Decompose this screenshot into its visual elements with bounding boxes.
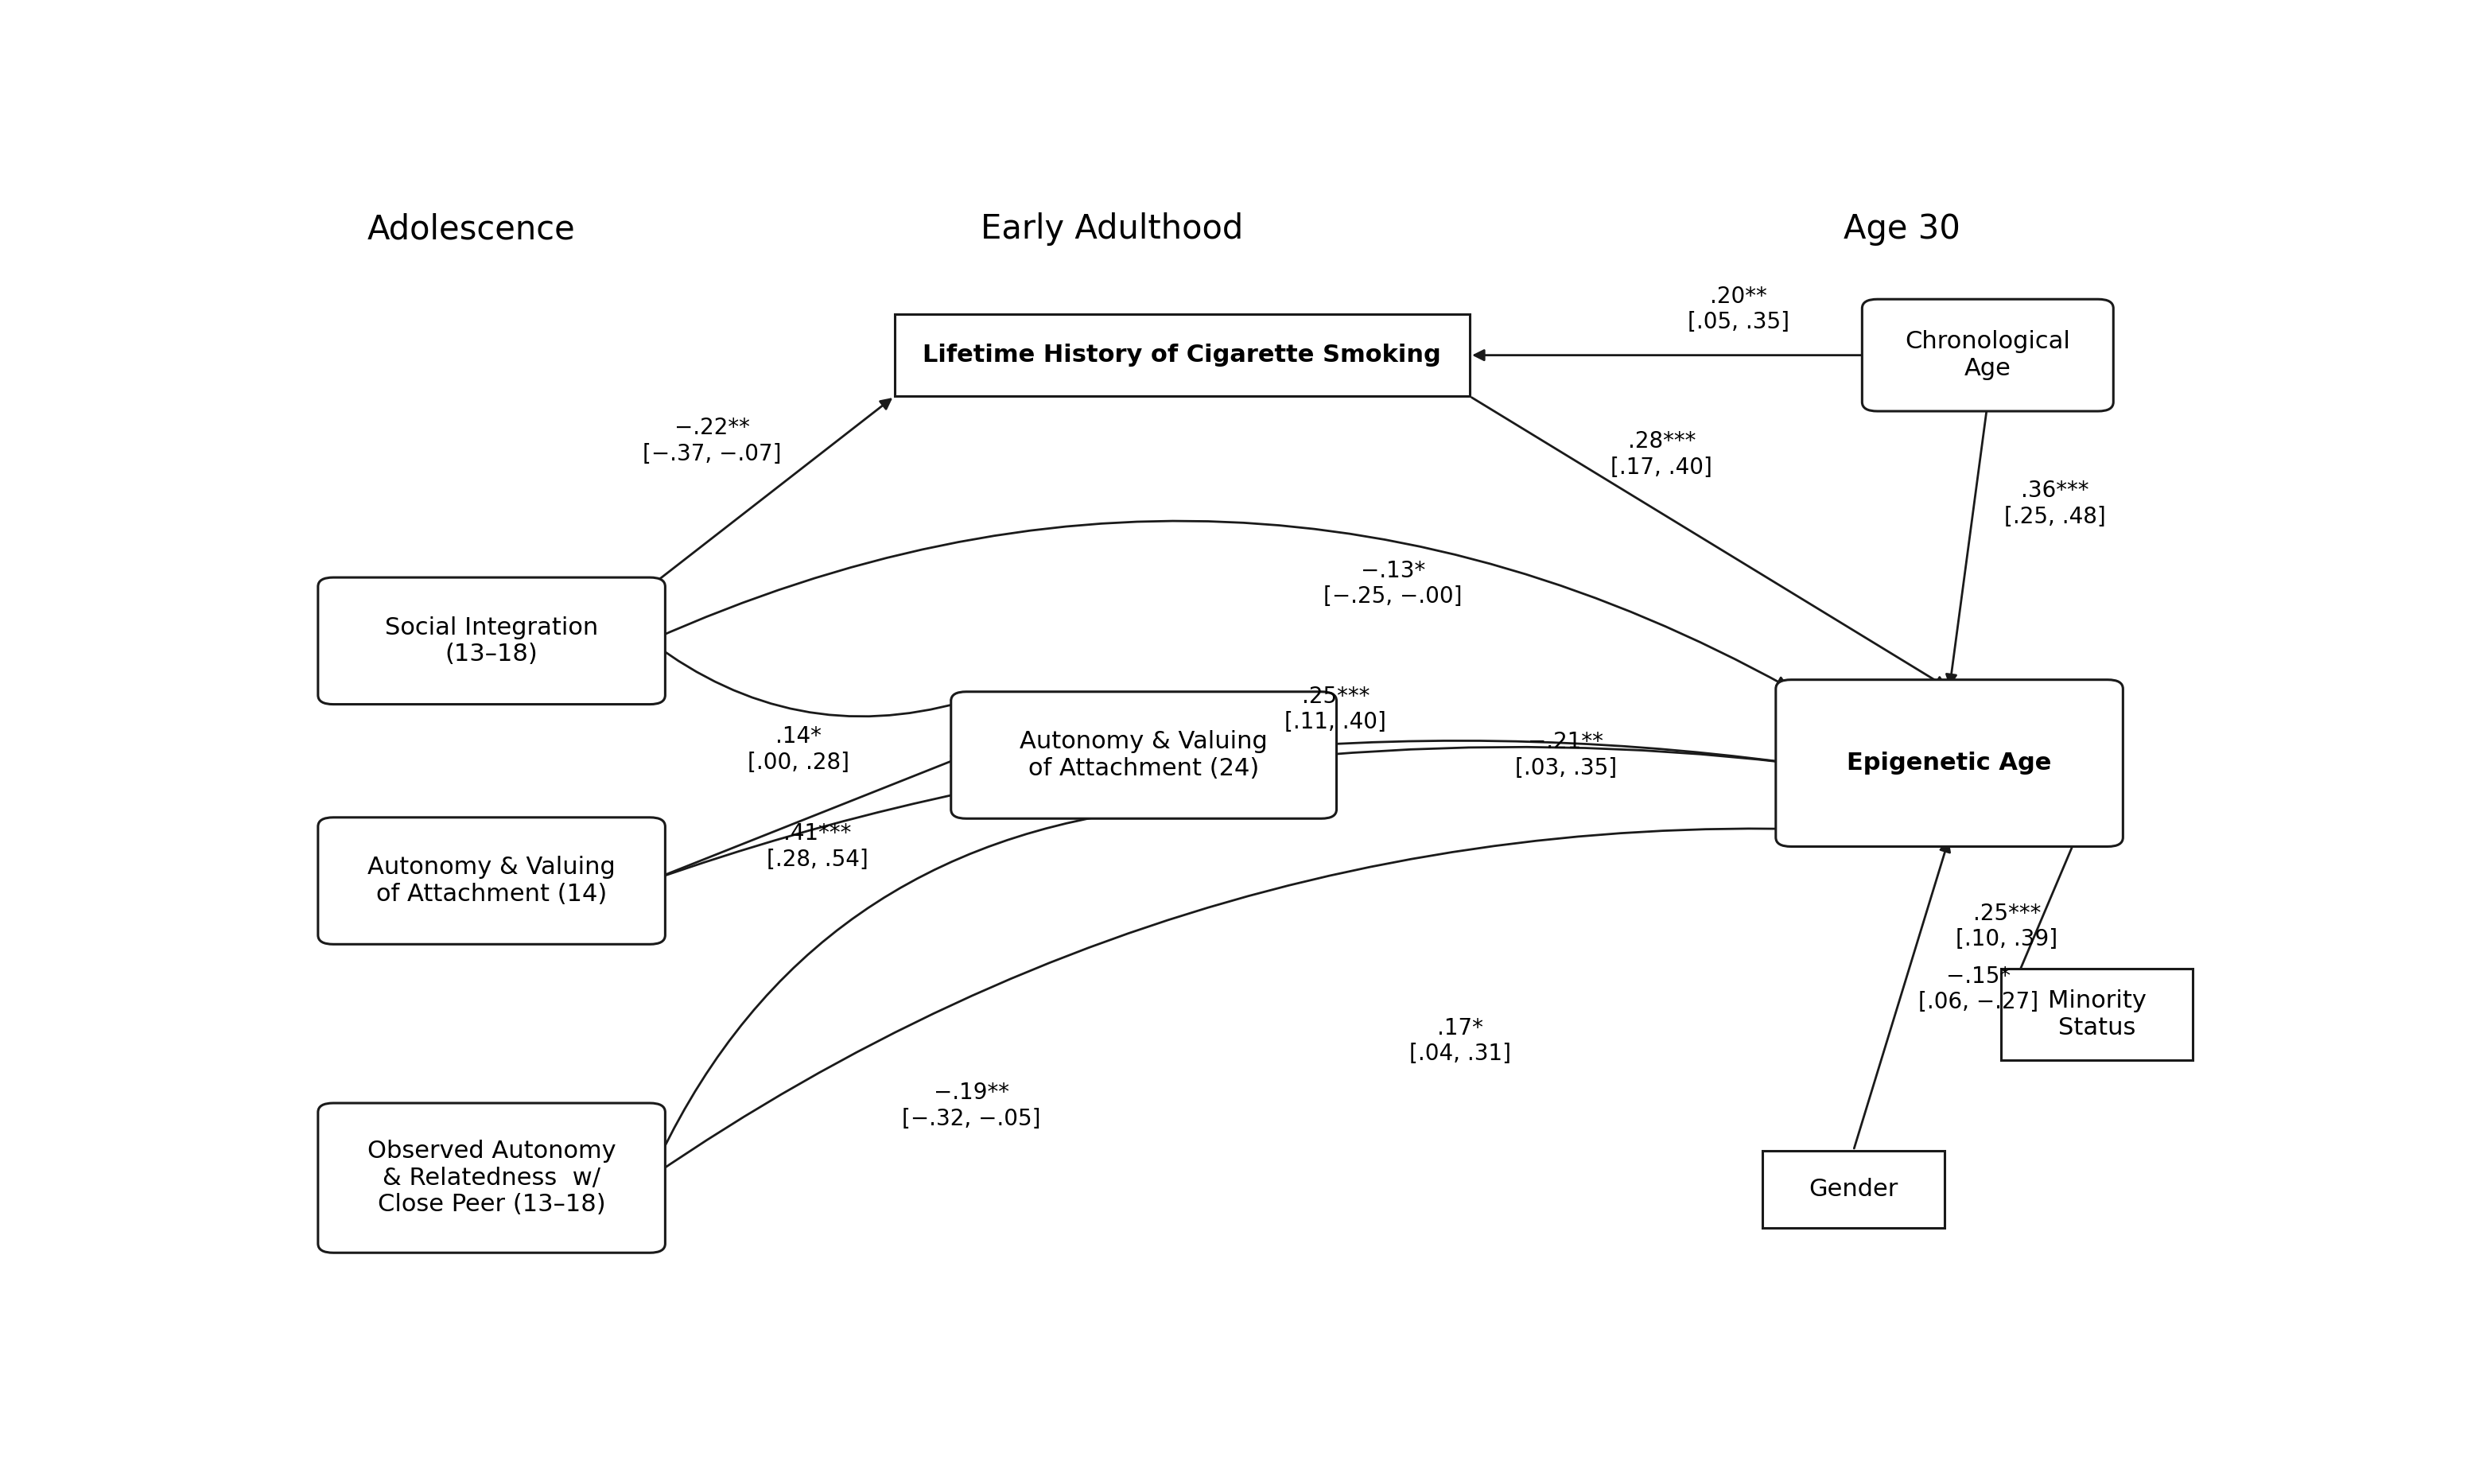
- Text: −.15*
[.06, −.27]: −.15* [.06, −.27]: [1918, 966, 2039, 1014]
- Text: Gender: Gender: [1809, 1178, 1898, 1201]
- FancyBboxPatch shape: [317, 818, 666, 944]
- Text: Lifetime History of Cigarette Smoking: Lifetime History of Cigarette Smoking: [923, 344, 1440, 367]
- Text: .28***
[.17, .40]: .28*** [.17, .40]: [1611, 430, 1713, 479]
- Text: −.13*
[−.25, −.00]: −.13* [−.25, −.00]: [1324, 559, 1463, 608]
- Text: Epigenetic Age: Epigenetic Age: [1846, 751, 2052, 775]
- Text: Early Adulthood: Early Adulthood: [980, 212, 1242, 246]
- FancyBboxPatch shape: [2002, 969, 2193, 1060]
- Text: .25***
[.10, .39]: .25*** [.10, .39]: [1955, 902, 2057, 951]
- Text: Observed Autonomy
& Relatedness  w/
Close Peer (13–18): Observed Autonomy & Relatedness w/ Close…: [366, 1140, 616, 1217]
- FancyBboxPatch shape: [950, 692, 1336, 819]
- Text: Chronological
Age: Chronological Age: [1906, 331, 2072, 380]
- FancyBboxPatch shape: [1762, 1150, 1945, 1229]
- FancyBboxPatch shape: [1775, 680, 2124, 846]
- Text: Social Integration
(13–18): Social Integration (13–18): [386, 616, 599, 666]
- Text: .36***
[.25, .48]: .36*** [.25, .48]: [2005, 479, 2106, 528]
- Text: Age 30: Age 30: [1844, 212, 1960, 246]
- Text: Minority
Status: Minority Status: [2047, 990, 2146, 1039]
- Text: .14*
[.00, .28]: .14* [.00, .28]: [747, 726, 849, 773]
- Text: −.19**
[−.32, −.05]: −.19** [−.32, −.05]: [901, 1082, 1040, 1129]
- Text: .41***
[.28, .54]: .41*** [.28, .54]: [767, 822, 869, 871]
- FancyBboxPatch shape: [893, 315, 1470, 396]
- Text: −.22**
[−.37, −.07]: −.22** [−.37, −.07]: [644, 417, 782, 464]
- FancyBboxPatch shape: [317, 1103, 666, 1252]
- Text: .17*
[.04, .31]: .17* [.04, .31]: [1408, 1017, 1512, 1066]
- Text: .20**
[.05, .35]: .20** [.05, .35]: [1688, 285, 1789, 334]
- FancyBboxPatch shape: [1861, 300, 2114, 411]
- Text: Autonomy & Valuing
of Attachment (24): Autonomy & Valuing of Attachment (24): [1020, 730, 1267, 781]
- Text: −.21**
[.03, .35]: −.21** [.03, .35]: [1515, 732, 1616, 779]
- Text: Autonomy & Valuing
of Attachment (14): Autonomy & Valuing of Attachment (14): [369, 856, 616, 905]
- FancyBboxPatch shape: [317, 577, 666, 705]
- Text: .25***
[.11, .40]: .25*** [.11, .40]: [1285, 686, 1386, 733]
- Text: Adolescence: Adolescence: [366, 212, 574, 246]
